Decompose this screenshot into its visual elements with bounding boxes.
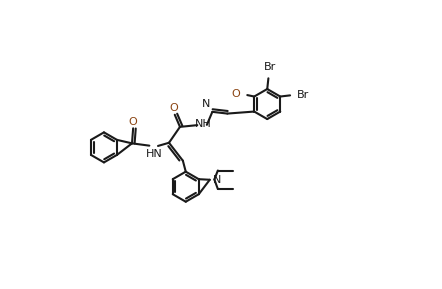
Text: O: O — [231, 89, 240, 99]
Text: O: O — [129, 117, 137, 127]
Text: O: O — [169, 103, 178, 113]
Text: N: N — [202, 99, 210, 109]
Text: Br: Br — [263, 62, 276, 72]
Text: N: N — [213, 175, 221, 185]
Text: Br: Br — [297, 90, 309, 99]
Text: HN: HN — [146, 149, 163, 159]
Text: NH: NH — [195, 119, 211, 129]
